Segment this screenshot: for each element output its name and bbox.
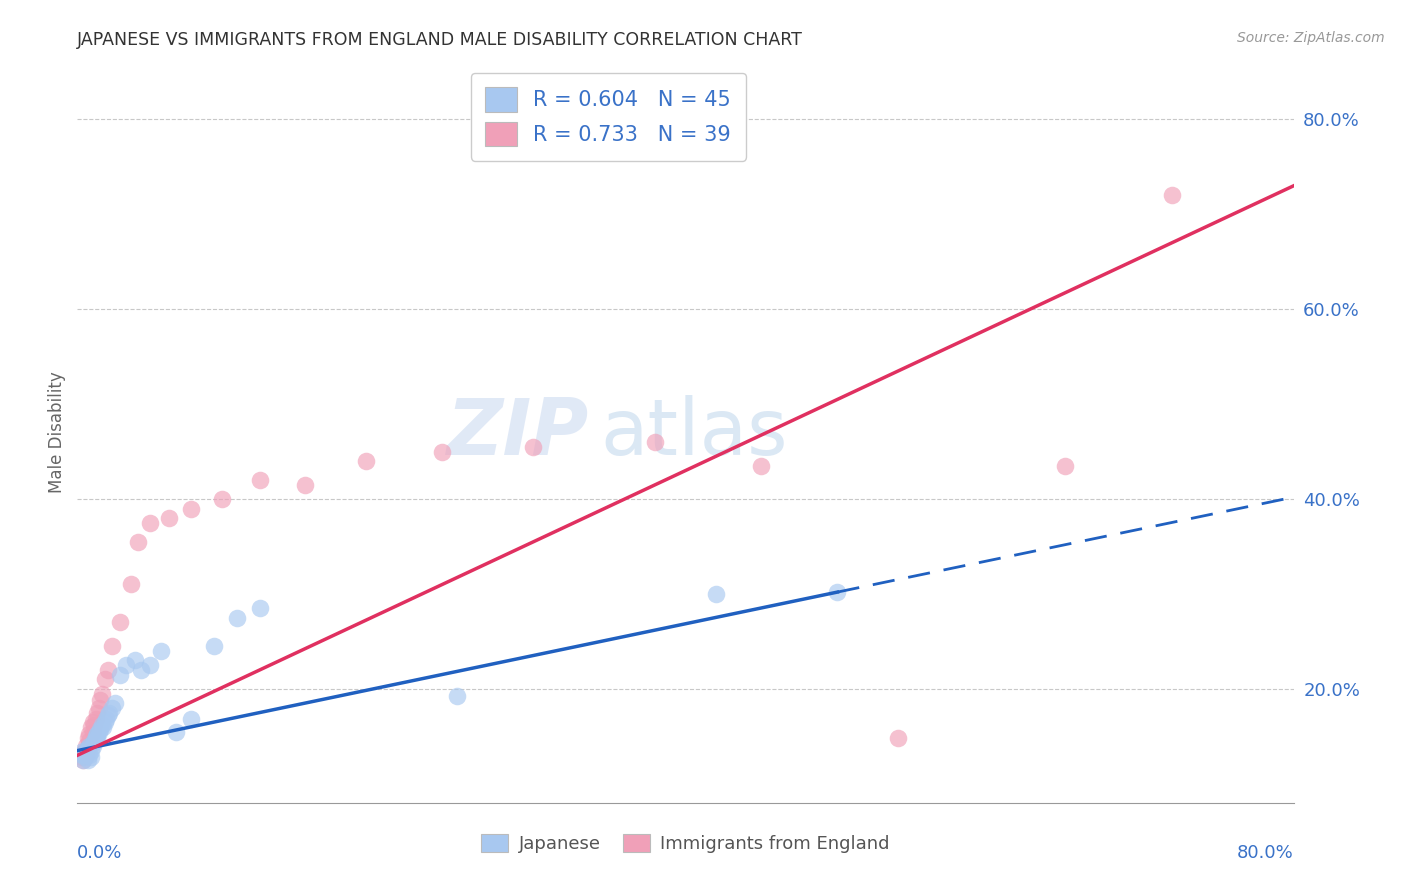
Point — [211, 491, 233, 506]
Point — [79, 734, 101, 748]
Point — [87, 724, 110, 739]
Point — [77, 746, 100, 760]
Point — [165, 724, 187, 739]
Text: ZIP: ZIP — [446, 394, 588, 471]
Point — [80, 750, 103, 764]
Point — [72, 743, 94, 757]
Legend: Japanese, Immigrants from England: Japanese, Immigrants from England — [474, 827, 897, 861]
Point — [139, 658, 162, 673]
Point — [93, 715, 115, 730]
Point — [84, 731, 107, 746]
Point — [827, 585, 849, 599]
Point — [115, 658, 138, 673]
Point — [446, 690, 468, 704]
Point — [73, 743, 96, 757]
Point — [72, 753, 94, 767]
Text: JAPANESE VS IMMIGRANTS FROM ENGLAND MALE DISABILITY CORRELATION CHART: JAPANESE VS IMMIGRANTS FROM ENGLAND MALE… — [77, 31, 803, 49]
Text: 80.0%: 80.0% — [1237, 844, 1294, 862]
Point — [104, 696, 127, 710]
Point — [96, 712, 118, 726]
Point — [86, 731, 108, 746]
Point — [249, 473, 271, 487]
Point — [77, 740, 100, 755]
Point — [79, 748, 101, 763]
Point — [97, 663, 120, 677]
Point — [86, 706, 108, 720]
Point — [522, 440, 544, 454]
Point — [129, 663, 152, 677]
Point — [108, 615, 131, 630]
Point — [1054, 458, 1077, 473]
Point — [180, 712, 202, 726]
Point — [70, 748, 93, 763]
Point — [79, 739, 101, 753]
Point — [91, 720, 114, 734]
Point — [75, 748, 97, 763]
Point — [90, 687, 112, 701]
Y-axis label: Male Disability: Male Disability — [48, 372, 66, 493]
Point — [751, 458, 773, 473]
Point — [73, 747, 96, 761]
Point — [89, 722, 111, 736]
Point — [139, 516, 162, 530]
Point — [226, 610, 249, 624]
Point — [82, 724, 104, 739]
Point — [124, 653, 146, 667]
Point — [72, 753, 94, 767]
Point — [97, 708, 120, 723]
Point — [79, 727, 101, 741]
Point — [120, 577, 142, 591]
Point — [77, 731, 100, 746]
Point — [704, 587, 727, 601]
Point — [127, 534, 149, 549]
Point — [1161, 188, 1184, 202]
Point — [887, 731, 910, 746]
Point — [75, 748, 97, 763]
Point — [82, 736, 104, 750]
Point — [84, 730, 107, 744]
Point — [89, 693, 111, 707]
Point — [644, 435, 666, 450]
Point — [73, 750, 96, 764]
Point — [430, 444, 453, 458]
Point — [82, 739, 104, 753]
Point — [101, 639, 124, 653]
Point — [149, 644, 172, 658]
Point — [75, 743, 97, 757]
Point — [72, 747, 94, 761]
Point — [77, 753, 100, 767]
Point — [86, 727, 108, 741]
Point — [294, 478, 316, 492]
Point — [75, 739, 97, 753]
Point — [80, 743, 103, 757]
Point — [249, 601, 271, 615]
Point — [84, 712, 107, 726]
Point — [354, 454, 377, 468]
Point — [83, 718, 105, 732]
Point — [70, 750, 93, 764]
Point — [202, 639, 225, 653]
Point — [157, 511, 180, 525]
Point — [83, 734, 105, 748]
Point — [108, 667, 131, 681]
Point — [82, 715, 104, 730]
Point — [87, 701, 110, 715]
Text: Source: ZipAtlas.com: Source: ZipAtlas.com — [1237, 31, 1385, 45]
Point — [180, 501, 202, 516]
Text: 0.0%: 0.0% — [77, 844, 122, 862]
Point — [101, 701, 124, 715]
Point — [98, 706, 121, 720]
Point — [80, 720, 103, 734]
Point — [93, 673, 115, 687]
Point — [77, 740, 100, 755]
Point — [90, 718, 112, 732]
Text: atlas: atlas — [600, 394, 787, 471]
